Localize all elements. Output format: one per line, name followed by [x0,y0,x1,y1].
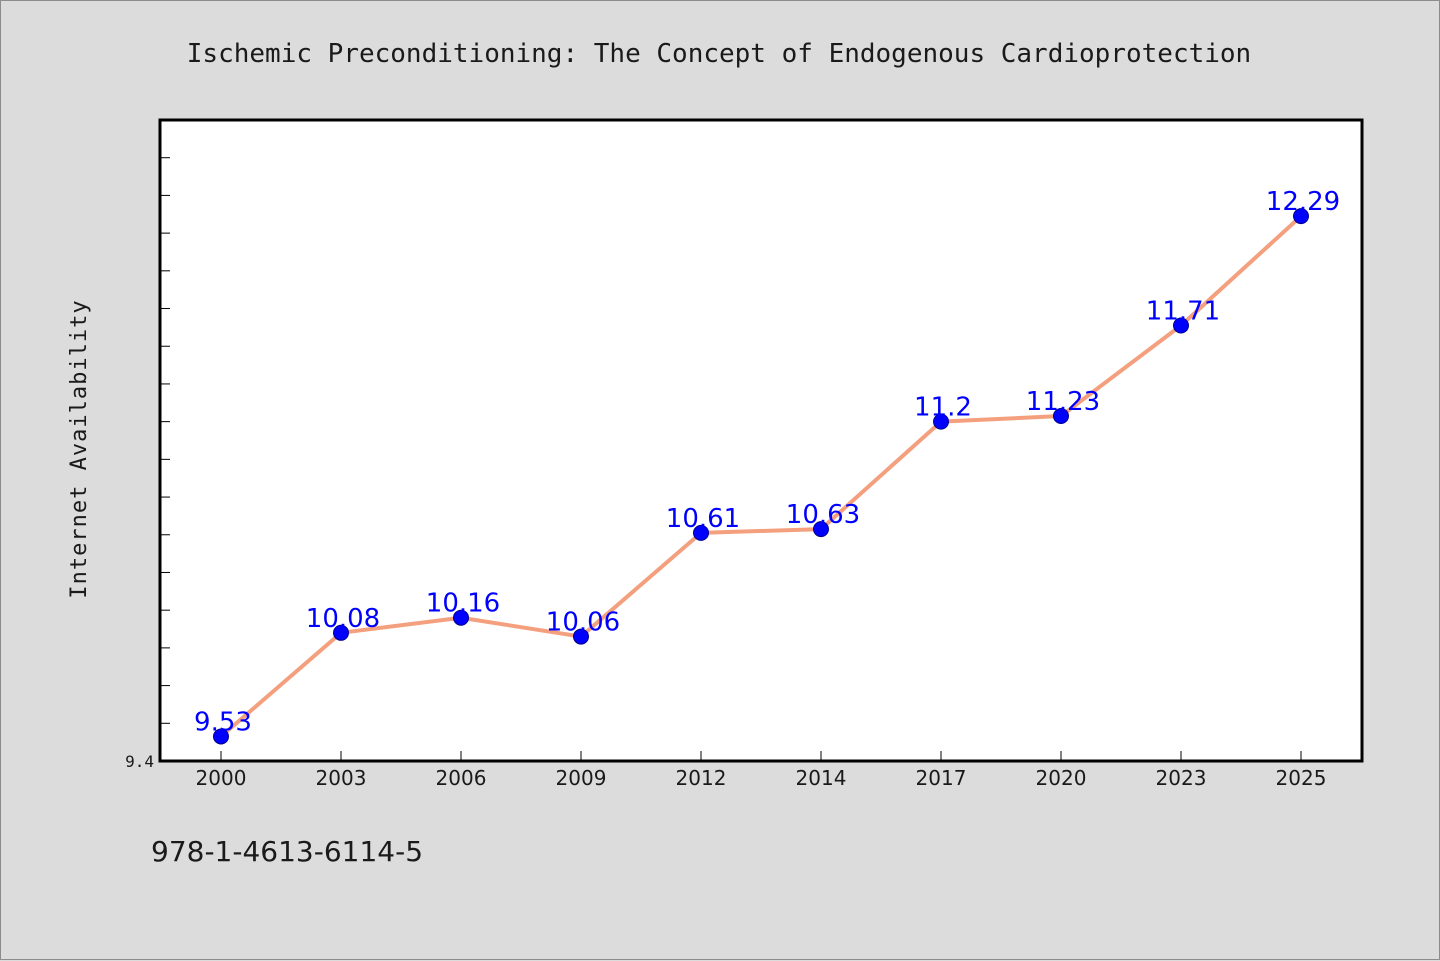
x-tick-label: 2009 [556,766,607,790]
series-line [219,214,1303,739]
plot-frame [158,118,1364,763]
data-point [813,521,829,538]
data-point [1293,208,1309,225]
data-label: 11.23 [1026,387,1100,417]
x-tick-label: 2017 [916,766,967,790]
chart-title: Ischemic Preconditioning: The Concept of… [187,39,1251,69]
isbn-footer: 978-1-4613-6114-5 [151,835,424,868]
x-tick-label: 2000 [196,766,247,790]
plot-area [160,120,1362,761]
x-tick-label: 2025 [1276,766,1327,790]
x-ticks: 2000 2003 2006 2009 2012 2014 2017 2020 2023 2025 [196,751,1327,790]
data-label: 10.08 [306,604,380,634]
data-point [1173,317,1189,334]
data-point [1053,407,1069,424]
data-point [933,413,949,430]
data-label: 9.53 [194,707,252,737]
y-axis-label: Internet Availability [67,299,92,598]
data-label: 10.06 [546,608,620,638]
x-tick-label: 2023 [1156,766,1207,790]
data-point [213,728,229,745]
y-tick-label: 9.4 [125,752,154,771]
data-label: 12.29 [1266,187,1340,217]
data-point [333,624,349,641]
x-tick-label: 2006 [436,766,487,790]
x-tick-label: 2012 [676,766,727,790]
x-tick-label: 2020 [1036,766,1087,790]
data-label: 11.71 [1146,296,1220,326]
series-layer: 9.53 10.08 10.16 10.06 10.61 10.63 11.2 11.23 11… [194,187,1340,745]
data-point [453,609,469,626]
data-label: 10.61 [666,504,740,534]
data-point [693,524,709,541]
data-label: 10.63 [786,500,860,530]
data-label: 11.2 [914,393,972,423]
x-tick-label: 2014 [796,766,847,790]
data-point [573,628,589,645]
data-label: 10.16 [426,589,500,619]
x-tick-label: 2003 [316,766,367,790]
